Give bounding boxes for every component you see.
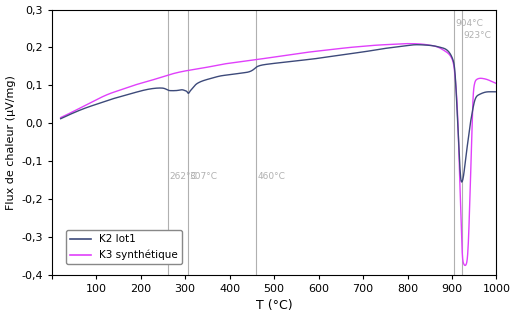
Text: 460°C: 460°C xyxy=(257,172,285,181)
Text: 923°C: 923°C xyxy=(463,31,491,40)
X-axis label: T (°C): T (°C) xyxy=(256,300,293,313)
Text: 904°C: 904°C xyxy=(455,19,483,28)
Text: 307°C: 307°C xyxy=(189,172,218,181)
Text: 262°C: 262°C xyxy=(170,172,197,181)
Legend: K2 lot1, K3 synthétique: K2 lot1, K3 synthétique xyxy=(66,230,182,264)
Y-axis label: Flux de chaleur (µV/mg): Flux de chaleur (µV/mg) xyxy=(6,75,15,210)
